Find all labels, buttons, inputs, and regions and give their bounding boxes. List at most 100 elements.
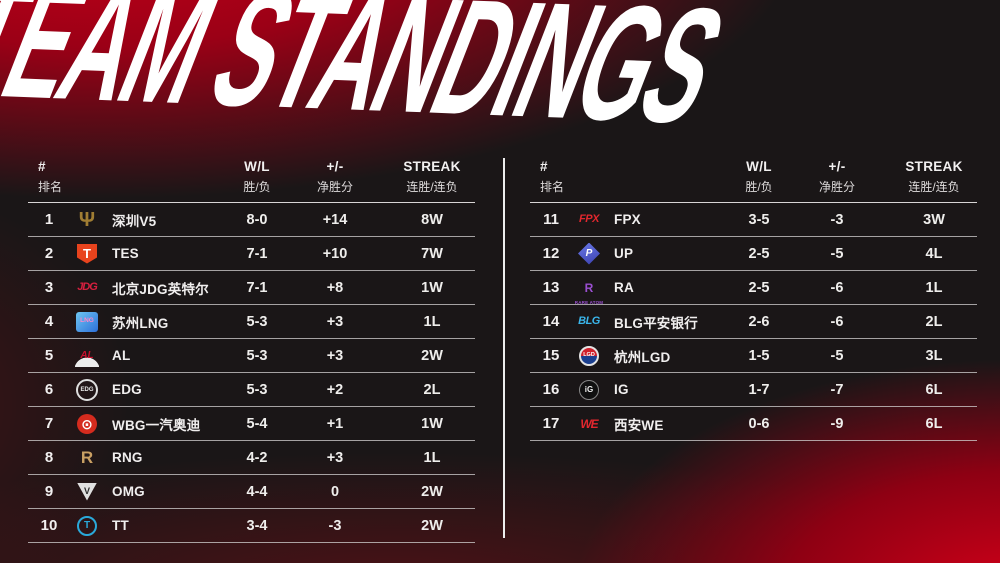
table-header: # 排名 W/L 胜/负 +/- 净胜分 STREAK 连胜/连负	[530, 155, 977, 203]
up-logo: P	[578, 242, 600, 265]
team-name: 深圳V5	[112, 213, 157, 229]
table-row: 16 iG IG 1-7 -7 6L	[530, 373, 977, 407]
team-logo-cell: LNG	[64, 311, 110, 332]
team-win-loss: 2-6	[748, 313, 770, 330]
team-name: TES	[112, 246, 139, 261]
table-row: 5 AL AL 5-3 +3 2W	[28, 339, 475, 373]
team-streak: 2W	[421, 483, 443, 500]
team-name: IG	[614, 382, 629, 397]
team-logo-cell: EDG	[64, 378, 110, 401]
logo-glyph: R	[80, 448, 94, 467]
team-streak: 1L	[423, 449, 441, 466]
table-row: 11 FPX FPX 3-5 -3 3W	[530, 203, 977, 237]
logo-glyph: T	[83, 519, 91, 531]
team-rank: 7	[44, 415, 54, 432]
table-rows: 11 FPX FPX 3-5 -3 3W 12 P UP 2-5 -5 4L 1…	[530, 203, 977, 441]
col-header-winloss-en: W/L	[244, 159, 270, 174]
team-win-loss: 1-5	[748, 347, 770, 364]
team-rank: 3	[44, 279, 54, 296]
table-row: 3 JDG 北京JDG英特尔 7-1 +8 1W	[28, 271, 475, 305]
logo-glyph: JDG	[77, 281, 98, 293]
team-win-loss: 7-1	[246, 279, 268, 296]
col-header-streak-en: STREAK	[403, 159, 461, 174]
table-row: 15 LGD 杭州LGD 1-5 -5 3L	[530, 339, 977, 373]
team-win-loss: 3-4	[246, 517, 268, 534]
rng-logo: R	[75, 446, 99, 470]
team-name: BLG平安银行	[614, 315, 698, 331]
team-logo-cell: iG	[566, 379, 612, 400]
team-logo-cell: T	[64, 515, 110, 536]
team-rank: 11	[543, 211, 559, 228]
team-point-diff: +3	[326, 347, 344, 364]
logo-glyph: ⊙	[81, 415, 93, 432]
team-point-diff: +2	[326, 381, 344, 398]
team-win-loss: 0-6	[748, 415, 770, 432]
table-row: 6 EDG EDG 5-3 +2 2L	[28, 373, 475, 407]
col-header-diff-en: +/-	[326, 159, 344, 174]
table-row: 9 V OMG 4-4 0 2W	[28, 475, 475, 509]
col-header-rank: # 排名	[536, 159, 721, 195]
team-name: WBG一汽奥迪	[112, 417, 201, 433]
team-rank: 15	[542, 347, 560, 364]
logo-glyph: R	[584, 280, 594, 295]
col-header-winloss: W/L 胜/负	[721, 159, 797, 195]
table-row: 2 T TES 7-1 +10 7W	[28, 237, 475, 271]
col-header-rank-zh: 排名	[540, 180, 565, 194]
team-logo-cell: FPX	[566, 208, 612, 232]
team-name: EDG	[112, 382, 142, 397]
team-rank: 9	[44, 483, 54, 500]
team-rank: 4	[44, 313, 54, 330]
al-logo: AL	[75, 344, 99, 367]
team-rank: 13	[542, 279, 560, 296]
team-point-diff: -3	[830, 211, 844, 228]
team-point-diff: 0	[330, 483, 340, 500]
team-point-diff: +14	[322, 211, 348, 228]
team-logo-cell: BLG	[566, 310, 612, 334]
team-win-loss: 4-2	[246, 449, 268, 466]
table-rows: 1 Ψ 深圳V5 8-0 +14 8W 2 T TES 7-1 +10 7W 3…	[28, 203, 475, 543]
col-header-streak-zh: 连胜/连负	[908, 180, 960, 194]
team-streak: 6L	[925, 381, 943, 398]
logo-glyph: EDG	[80, 386, 94, 393]
team-point-diff: +3	[326, 449, 344, 466]
col-header-diff-zh: 净胜分	[316, 180, 353, 194]
blg-logo: BLG	[577, 310, 601, 334]
team-logo-cell: LGD	[566, 345, 612, 366]
col-header-diff-en: +/-	[828, 159, 846, 174]
team-streak: 2L	[423, 381, 441, 398]
logo-glyph: iG	[584, 384, 594, 394]
team-rank: 1	[44, 211, 54, 228]
team-point-diff: -6	[830, 313, 844, 330]
standings-table-right: # 排名 W/L 胜/负 +/- 净胜分 STREAK 连胜/连负 11 FPX…	[530, 155, 977, 441]
logo-glyph: BLG	[578, 315, 600, 327]
team-point-diff: +3	[326, 313, 344, 330]
team-win-loss: 2-5	[748, 279, 770, 296]
team-win-loss: 7-1	[246, 245, 268, 262]
team-logo-cell: Ψ	[64, 208, 110, 232]
team-streak: 8W	[421, 211, 443, 228]
team-rank: 2	[44, 245, 54, 262]
team-logo-cell: P	[566, 242, 612, 265]
table-row: 13 R RARE ATOM RA 2-5 -6 1L	[530, 271, 977, 305]
team-name: AL	[112, 348, 131, 363]
team-name: OMG	[112, 484, 145, 499]
jdg-logo: JDG	[75, 276, 99, 300]
team-logo-cell: R	[64, 446, 110, 470]
edg-logo: EDG	[76, 378, 98, 401]
logo-subtext: RARE ATOM	[574, 299, 604, 305]
logo-glyph: T	[83, 246, 91, 261]
standings-table-left: # 排名 W/L 胜/负 +/- 净胜分 STREAK 连胜/连负 1 Ψ 深圳…	[28, 155, 475, 543]
table-row: 10 T TT 3-4 -3 2W	[28, 509, 475, 543]
team-point-diff: -6	[830, 279, 844, 296]
logo-glyph: P	[585, 247, 593, 259]
team-name: 苏州LNG	[112, 315, 169, 331]
ig-logo: iG	[579, 379, 599, 400]
col-header-rank: # 排名	[34, 159, 219, 195]
table-row: 4 LNG 苏州LNG 5-3 +3 1L	[28, 305, 475, 339]
team-rank: 16	[542, 381, 560, 398]
team-streak: 2W	[421, 347, 443, 364]
table-row: 14 BLG BLG平安银行 2-6 -6 2L	[530, 305, 977, 339]
team-streak: 7W	[421, 245, 443, 262]
team-name: 杭州LGD	[614, 349, 671, 365]
team-name: RA	[614, 280, 634, 295]
